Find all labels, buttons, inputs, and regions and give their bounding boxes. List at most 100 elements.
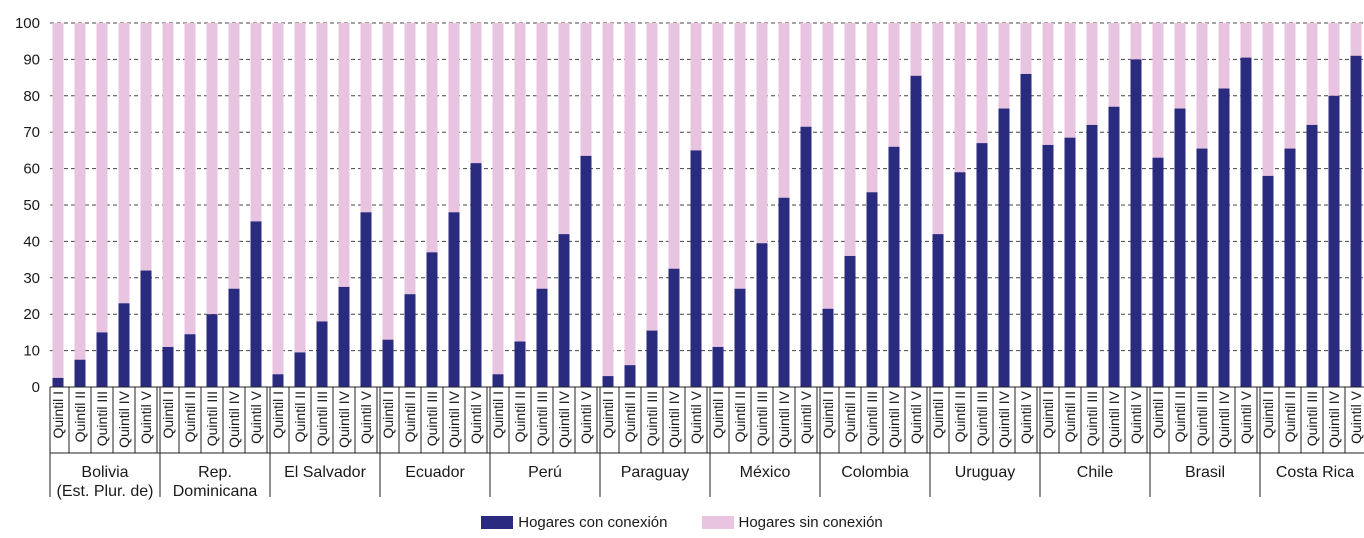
x-tick-label-quintil: Quintil III [1304,391,1320,446]
x-tick-label-quintil: Quintil IV [116,390,132,447]
bar-sin-conexion [514,23,526,342]
bar-sin-conexion [294,23,306,353]
bar-sin-conexion [470,23,482,164]
legend-label-con-conexion: Hogares con conexión [518,513,668,531]
bar-con-conexion [206,314,218,387]
bar-con-conexion [1240,57,1252,388]
y-tick-label: 20 [23,306,40,323]
x-group-label: Bolivia [81,464,128,481]
x-group-label: Paraguay [621,464,690,481]
x-tick-label-quintil: Quintil II [512,391,528,442]
bar-sin-conexion [382,23,394,340]
bar-con-conexion [822,308,834,387]
bar-sin-conexion [1306,23,1318,125]
bar-con-conexion [624,365,636,387]
bar-sin-conexion [404,23,416,295]
x-tick-label-quintil: Quintil III [974,391,990,446]
y-tick-label: 70 [23,124,40,141]
bar-con-conexion [1064,137,1076,387]
bar-con-conexion [1042,144,1054,387]
legend-item-sin-conexion: Hogares sin conexión [701,514,883,531]
bar-con-conexion [1328,95,1340,388]
y-tick-label: 0 [32,379,40,396]
bar-sin-conexion [734,23,746,289]
x-tick-label-quintil: Quintil II [622,391,638,442]
x-tick-label-quintil: Quintil V [908,390,924,444]
x-tick-label-quintil: Quintil V [248,390,264,444]
x-tick-label-quintil: Quintil II [72,391,88,442]
x-tick-label-quintil: Quintil IV [886,390,902,447]
bar-con-conexion [272,374,284,387]
bar-con-conexion [426,252,438,387]
bar-con-conexion [448,212,460,387]
bar-con-conexion [470,163,482,387]
x-tick-label-quintil: Quintil II [402,391,418,442]
x-group-label: Uruguay [955,464,1015,481]
bar-con-conexion [316,321,328,387]
x-tick-label-quintil: Quintil V [798,390,814,444]
bar-con-conexion [932,234,944,387]
bar-sin-conexion [228,23,240,289]
bar-sin-conexion [1064,23,1076,138]
bar-con-conexion [184,334,196,387]
bar-sin-conexion [712,23,724,347]
bar-con-conexion [1350,55,1362,387]
bar-sin-conexion [778,23,790,198]
bar-con-conexion [756,243,768,387]
x-group-label: Rep. [198,464,232,481]
bar-con-conexion [338,286,350,387]
legend-swatch-sin-conexion [701,515,734,529]
bar-sin-conexion [932,23,944,235]
bar-con-conexion [712,346,724,387]
bar-con-conexion [118,303,130,387]
x-tick-label-quintil: Quintil V [1128,390,1144,444]
bar-con-conexion [228,288,240,387]
bar-sin-conexion [338,23,350,287]
x-tick-label-quintil: Quintil V [1018,390,1034,444]
x-group-label: Costa Rica [1276,464,1354,481]
x-group-label: Colombia [841,464,909,481]
x-tick-label-quintil: Quintil IV [1106,390,1122,447]
x-tick-label-quintil: Quintil I [930,391,946,438]
legend: Hogares con conexión Hogares sin conexió… [0,512,1364,532]
x-tick-label-quintil: Quintil III [534,391,550,446]
y-tick-label: 50 [23,197,40,214]
x-tick-label-quintil: Quintil IV [446,390,462,447]
x-tick-label-quintil: Quintil II [1062,391,1078,442]
bar-sin-conexion [1108,23,1120,107]
x-tick-label-quintil: Quintil III [1194,391,1210,446]
bar-con-conexion [888,146,900,387]
y-tick-label: 10 [23,343,40,360]
bar-con-conexion [382,339,394,387]
bar-con-conexion [668,268,680,387]
x-group-label: Perú [528,464,562,481]
x-tick-label-quintil: Quintil IV [1326,390,1342,447]
bar-con-conexion [140,270,152,387]
bar-sin-conexion [646,23,658,331]
bar-sin-conexion [1218,23,1230,89]
bar-sin-conexion [910,23,922,76]
bar-con-conexion [1196,148,1208,387]
x-tick-label-quintil: Quintil I [710,391,726,438]
bar-con-conexion [602,376,614,387]
x-tick-label-quintil: Quintil III [314,391,330,446]
bar-sin-conexion [52,23,64,378]
x-tick-label-quintil: Quintil I [160,391,176,438]
bar-con-conexion [1284,148,1296,387]
x-tick-label-quintil: Quintil I [1260,391,1276,438]
x-tick-label-quintil: Quintil V [138,390,154,444]
x-tick-label-quintil: Quintil I [1150,391,1166,438]
bar-con-conexion [162,346,174,387]
y-tick-label: 100 [15,15,40,32]
x-tick-label-quintil: Quintil III [864,391,880,446]
bar-con-conexion [492,374,504,387]
x-tick-label-quintil: Quintil III [644,391,660,446]
x-tick-label-quintil: Quintil I [600,391,616,438]
x-tick-label-quintil: Quintil IV [996,390,1012,447]
bar-sin-conexion [272,23,284,375]
bar-sin-conexion [360,23,372,213]
x-tick-label-quintil: Quintil III [424,391,440,446]
bar-sin-conexion [118,23,130,304]
bar-con-conexion [690,150,702,387]
